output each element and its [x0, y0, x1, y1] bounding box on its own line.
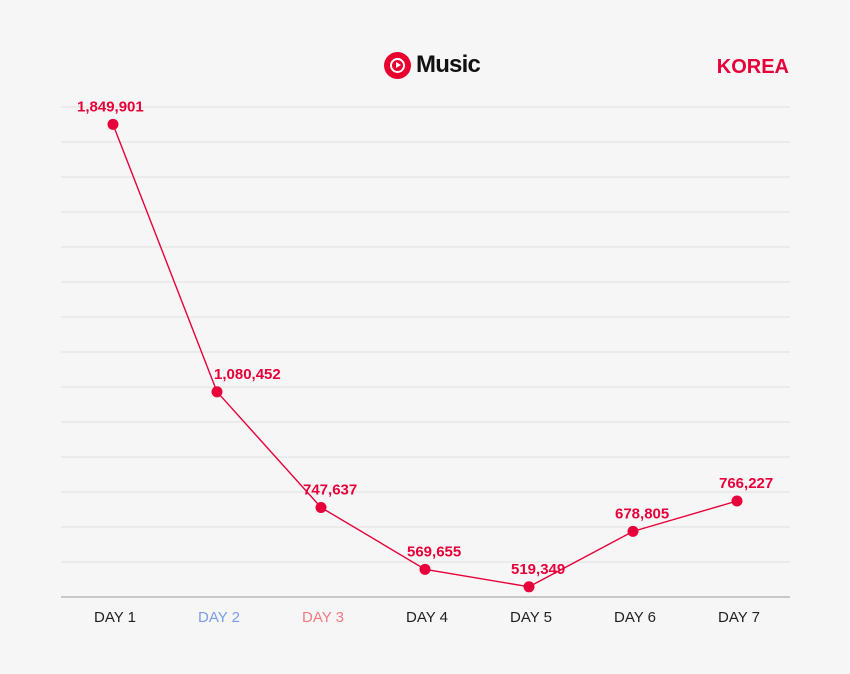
data-label: 1,849,901	[77, 98, 144, 115]
x-tick-label: DAY 1	[94, 609, 136, 626]
data-label: 766,227	[719, 475, 773, 492]
region-label: KOREA	[716, 56, 789, 78]
logo-text: Music	[416, 51, 481, 78]
data-point	[523, 581, 535, 593]
data-point	[627, 525, 639, 537]
data-label: 569,655	[407, 543, 461, 560]
data-label: 1,080,452	[214, 366, 281, 383]
data-point	[211, 386, 223, 398]
brand-logo: Music	[384, 51, 481, 79]
x-tick-label: DAY 7	[718, 609, 760, 626]
data-point	[107, 118, 119, 130]
x-tick-label: DAY 6	[614, 609, 656, 626]
data-point	[731, 495, 743, 507]
x-tick-label: DAY 2	[198, 609, 240, 626]
data-label: 519,349	[511, 561, 565, 578]
x-tick-label: DAY 3	[302, 609, 344, 626]
x-tick-label: DAY 5	[510, 609, 552, 626]
x-tick-label: DAY 4	[406, 609, 448, 626]
data-point	[419, 563, 431, 575]
youtube-music-icon	[384, 51, 411, 79]
data-label: 747,637	[303, 481, 357, 498]
data-label: 678,805	[615, 505, 669, 522]
data-point	[315, 501, 327, 513]
